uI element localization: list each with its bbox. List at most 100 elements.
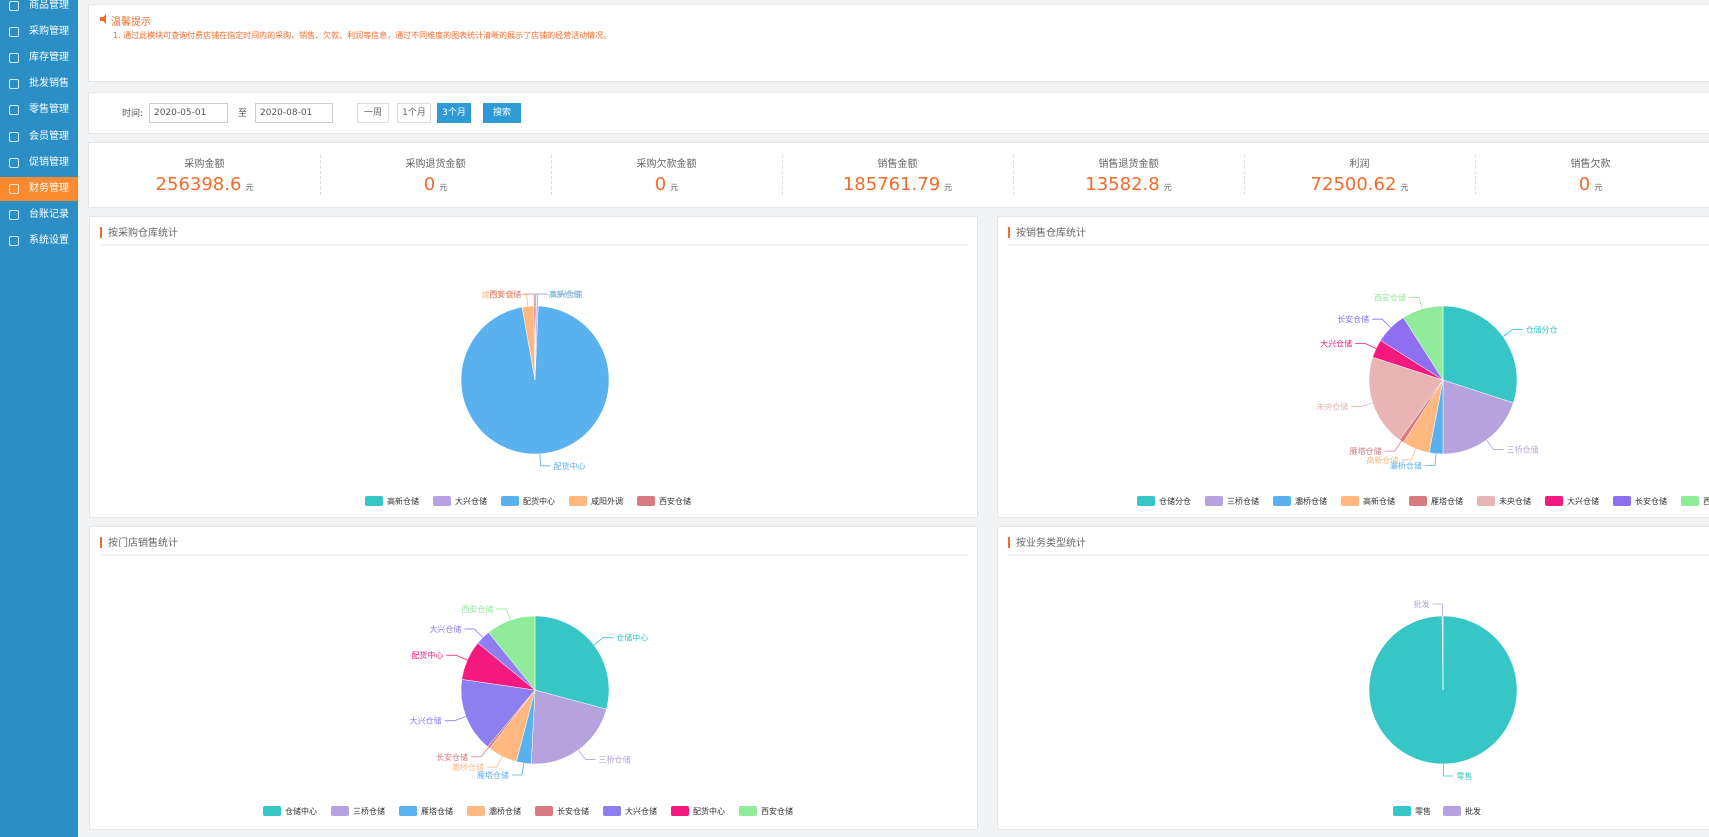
leader-line [470,747,489,758]
pie-slice [1441,615,1444,691]
legend-label: 西安仓储 [761,806,793,816]
stat: 采购欠款金额 0 元 [551,143,782,207]
separator [1475,155,1476,195]
leader-line [1372,318,1391,328]
pie-slice [530,689,607,765]
leader-line [516,294,529,307]
stat-number: 256398.6 [155,174,242,195]
menu-icon [9,131,19,142]
chart-title: 按业务类型统计 [1016,536,1086,549]
leader-line [486,756,503,768]
menu-item[interactable]: 批发销售 [0,72,78,96]
separator: 至 [238,109,248,119]
menu-item[interactable]: 采购管理 [0,20,78,44]
stat-label: 采购金额 [184,159,225,170]
legend-label: 长安仓储 [1635,496,1667,506]
legend-label: 雁塔仓储 [1431,496,1463,506]
notice-panel: 温馨提示 1. 通过此模块可查询付费店铺在指定时间内的采购、销售、欠款、利润等信… [88,4,1709,82]
menu-item[interactable]: 零售管理 [0,98,78,122]
stat-number: 0 [1578,174,1591,195]
menu-item[interactable]: 财务管理 [0,176,78,201]
separator [1013,155,1014,195]
menu-icon [9,26,19,37]
range-button[interactable]: 3个月 [437,103,471,123]
menu-item[interactable]: 台账记录 [0,203,78,227]
legend-swatch [569,496,587,506]
legend-swatch [365,496,383,506]
menu-item[interactable]: 库存管理 [0,46,78,70]
menu-item[interactable]: 系统设置 [0,229,78,253]
slice-label: 大兴仓储 [1320,338,1352,348]
slice-label: 配货中心 [554,461,586,471]
leader-line [464,628,484,638]
speaker-icon [100,14,106,24]
separator [1244,155,1245,195]
chart-panel: 按门店销售统计 仓储中心 三桥仓储 雁塔仓储 灞桥仓储 长安仓储 大兴仓储 配货中心 大兴仓储西… [89,526,978,830]
leader-line [446,654,468,661]
legend-label: 雁塔仓储 [421,806,453,816]
notice-title: 温馨提示 [111,17,151,28]
menu-item[interactable]: 商品管理 [0,0,78,18]
stat-value: 256398.6 元 [89,174,320,195]
legend-swatch [1477,496,1495,506]
stat-label: 采购欠款金额 [636,159,697,170]
legend-label: 咸阳外调 [591,496,623,506]
legend-label: 高新仓储 [1363,496,1395,506]
legend-label: 三桥仓储 [353,806,385,816]
legend-label: 大兴仓储 [625,806,657,816]
stat: 销售金额 185761.79 元 [782,143,1013,207]
range-button[interactable]: 1个月 [397,103,431,123]
leader-line [1502,329,1523,337]
slice-label: 咸阳外调 [482,289,514,299]
legend-swatch [637,496,655,506]
stat: 销售欠款 0 元 [1475,143,1706,207]
slice-label: 零售 [1457,771,1473,781]
leader-line [1409,297,1423,310]
stat-label: 销售退货金额 [1098,159,1159,170]
pie-slice [1368,356,1444,441]
legend-swatch [1137,496,1155,506]
slice-label: 大兴仓储 [429,624,461,634]
range-button[interactable]: 一周 [357,103,389,123]
start-date-input[interactable]: 2020-05-01 [149,103,228,123]
legend-swatch [1393,806,1411,816]
stat-unit: 元 [944,183,953,192]
legend-swatch [1205,496,1223,506]
slice-label: 西安仓储 [489,289,521,299]
legend-label: 灞桥仓储 [489,806,521,816]
stat-value: 13582.8 元 [1013,174,1244,195]
pie-slice [1403,305,1444,381]
stat-unit: 元 [670,183,679,192]
end-date-input[interactable]: 2020-08-01 [255,103,333,123]
stat-unit: 元 [1400,183,1409,192]
menu-item[interactable]: 促销管理 [0,151,78,175]
slice-label: 大兴仓储 [410,716,442,726]
legend-swatch [671,806,689,816]
stat-number: 0 [654,174,667,195]
menu-icon [9,210,19,221]
stat-number: 0 [423,174,436,195]
leader-line [593,637,614,646]
stat-unit: 元 [245,183,254,192]
slice-label: 高新仓储 [1366,455,1398,465]
legend-swatch [1545,496,1563,506]
pie-slice [460,679,536,748]
legend-label: 高新仓储 [387,496,419,506]
pie-slice [460,305,610,455]
menu-item[interactable]: 会员管理 [0,125,78,149]
slice-label: 西安仓储 [461,604,493,614]
search-panel: 时间: 2020-05-01 至 2020-08-01 搜索 一周 1个月 3个月 [88,92,1709,134]
menu-icon [9,105,19,116]
stat-unit: 元 [1594,183,1603,192]
search-button[interactable]: 搜索 [483,103,521,123]
slice-label: 灞桥仓储 [452,762,484,772]
legend-label: 批发 [1465,806,1481,816]
leader-line [1432,603,1443,617]
legend-label: 西安仓储 [1703,496,1709,506]
legend-swatch [1409,496,1427,506]
chart-panel: 按业务类型统计 零售 批发 零售 批发 [997,526,1709,830]
chart: 按销售仓库统计仓储分仓三桥仓储灞桥仓储高新仓储雁塔仓储未央仓储大兴仓储长安仓储西… [1008,226,1709,506]
leader-line [1355,342,1377,349]
time-label: 时间: [122,109,144,119]
separator [551,155,552,195]
